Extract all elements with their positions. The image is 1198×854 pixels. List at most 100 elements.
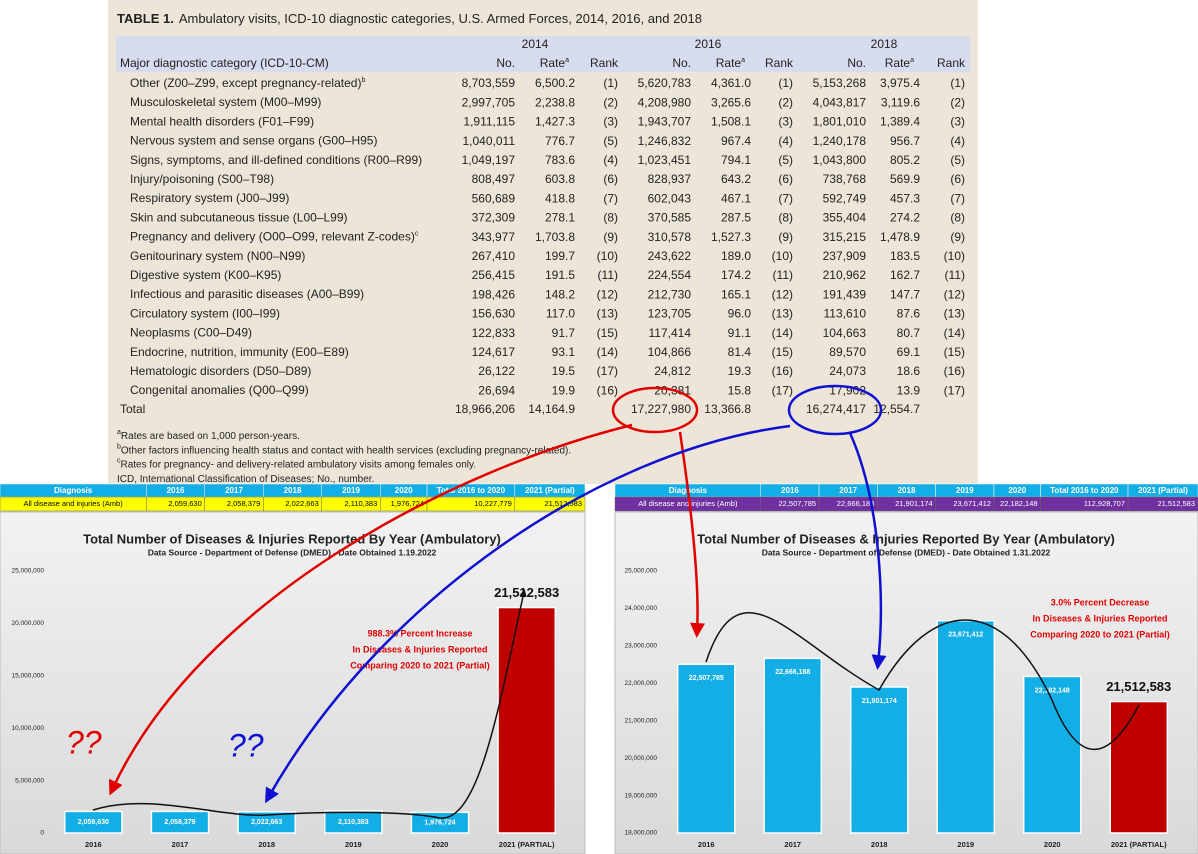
table-cell: (8): [950, 211, 965, 225]
table-cell: (6): [778, 172, 793, 186]
table-cell: (17): [597, 364, 618, 378]
table-cell: 287.5: [721, 211, 751, 225]
footnote-text: Rates are based on 1,000 person-years.: [121, 431, 300, 442]
row-label: Pregnancy and delivery (O00–O99, relevan…: [130, 230, 419, 244]
table-cell: 2,238.8: [535, 95, 575, 109]
annotation: 988.3% Percent Increase: [367, 628, 472, 638]
strip-header: 2018: [898, 486, 916, 495]
column-header: Major diagnostic category (ICD-10-CM): [120, 56, 329, 70]
column-header-text: No.: [672, 56, 691, 70]
total-label: Total: [120, 402, 145, 416]
value-label: 22,182,148: [1035, 687, 1070, 694]
y-tick-label: 0: [40, 830, 44, 837]
table-cell: (14): [772, 326, 793, 340]
table-cell: (4): [950, 134, 965, 148]
table-cell: 776.7: [545, 134, 575, 148]
row-label-text: Respiratory system (J00–J99): [130, 191, 289, 205]
table-cell: 370,585: [648, 211, 692, 225]
value-label: 2,058,379: [164, 819, 195, 826]
table-cell: (12): [772, 287, 793, 301]
value-label: 21,512,583: [494, 585, 559, 600]
column-header: No.: [496, 56, 515, 70]
table-cell: 1,911,115: [463, 115, 515, 129]
table-cell: (13): [772, 307, 793, 321]
table-cell: 123,705: [648, 307, 692, 321]
table-cell: 124,617: [472, 345, 516, 359]
row-label-text: Hematologic disorders (D50–D89): [130, 364, 311, 378]
row-label-text: Mental health disorders (F01–F99): [130, 115, 314, 129]
row-label: Signs, symptoms, and ill-defined conditi…: [130, 153, 422, 167]
table-cell: 18.6: [897, 364, 921, 378]
value-label: 21,512,583: [1106, 679, 1171, 694]
table-cell: 210,962: [823, 268, 867, 282]
x-tick-label: 2020: [432, 840, 449, 849]
total-cell: 14,164.9: [528, 402, 575, 416]
table-cell: (15): [772, 345, 793, 359]
row-label: Respiratory system (J00–J99): [130, 191, 289, 205]
table-cell: 243,622: [648, 249, 692, 263]
table-cell: 1,240,178: [813, 134, 867, 148]
table-cell: 967.4: [721, 134, 751, 148]
table-cell: (9): [778, 230, 793, 244]
table-cell: 603.8: [545, 172, 575, 186]
table-cell: 1,023,451: [638, 153, 692, 167]
row-label-text: Musculoskeletal system (M00–M99): [130, 95, 321, 109]
strip-header: 2020: [395, 486, 413, 495]
table-cell: 560,689: [472, 191, 516, 205]
table-cell: 212,730: [648, 287, 692, 301]
column-header: No.: [847, 56, 866, 70]
table-cell: 237,909: [823, 249, 867, 263]
table-cell: (9): [950, 230, 965, 244]
total-cell: 16,274,417: [806, 402, 866, 416]
table-cell: 5,153,268: [813, 76, 867, 90]
table-cell: 24,812: [654, 364, 691, 378]
strip-cell: 2,058,379: [227, 499, 260, 508]
strip-header: 2019: [342, 486, 360, 495]
table-cell: 117,414: [649, 326, 692, 340]
table-cell: 122,833: [472, 326, 516, 340]
strip-cell: 1,976,724: [391, 499, 424, 508]
table-cell: (15): [597, 326, 618, 340]
table-cell: 93.1: [552, 345, 576, 359]
table-cell: 1,040,011: [463, 134, 516, 148]
trend-curve: [705, 612, 1140, 751]
column-header-text: Rate: [540, 56, 566, 70]
table-cell: (6): [603, 172, 618, 186]
row-label-text: Pregnancy and delivery (O00–O99, relevan…: [130, 230, 415, 244]
x-tick-label: 2016: [698, 840, 715, 849]
left-chart-panel: [0, 511, 586, 854]
row-label: Hematologic disorders (D50–D89): [130, 364, 311, 378]
row-label: Neoplasms (C00–D49): [130, 326, 252, 340]
y-tick-label: 23,000,000: [624, 643, 657, 650]
table-cell: 783.6: [545, 153, 575, 167]
table-cell: 147.7: [890, 287, 920, 301]
table-cell: (3): [603, 115, 618, 129]
strip-cell: 22,666,188: [837, 499, 875, 508]
row-label-text: Digestive system (K00–K95): [130, 268, 281, 282]
chart-subtitle: Data Source - Department of Defense (DME…: [762, 547, 1051, 557]
table-header-band: [116, 36, 970, 72]
table-cell: 15.8: [728, 383, 752, 397]
row-label: Mental health disorders (F01–F99): [130, 115, 314, 129]
annotation: In Diseases & Injuries Reported: [1032, 613, 1167, 623]
x-tick-label: 2021 (PARTIAL): [1111, 840, 1167, 849]
table-cell: (14): [944, 326, 965, 340]
table-cell: 592,749: [823, 191, 867, 205]
column-header: Ratea: [716, 56, 745, 70]
row-label-text: Other (Z00–Z99, except pregnancy-related…: [130, 76, 361, 90]
chart-title: Total Number of Diseases & Injuries Repo…: [697, 531, 1115, 546]
bar: [410, 811, 470, 834]
strip-cell: 10,227,779: [474, 499, 512, 508]
column-header: Rank: [937, 56, 966, 70]
overlay-drawings: ?? ??: [66, 384, 1140, 819]
table-cell: 148.2: [545, 287, 575, 301]
column-header-text: Rank: [590, 56, 619, 70]
row-label-text: Circulatory system (I00–I99): [130, 307, 280, 321]
table-cell: (9): [603, 230, 618, 244]
handwritten-mark: ??: [66, 724, 102, 760]
table-cell: (8): [778, 211, 793, 225]
table-cell: 1,389.4: [880, 115, 920, 129]
table-cell: (10): [944, 249, 965, 263]
strip-cell: 21,512,583: [544, 499, 582, 508]
row-label-text: Neoplasms (C00–D49): [130, 326, 252, 340]
